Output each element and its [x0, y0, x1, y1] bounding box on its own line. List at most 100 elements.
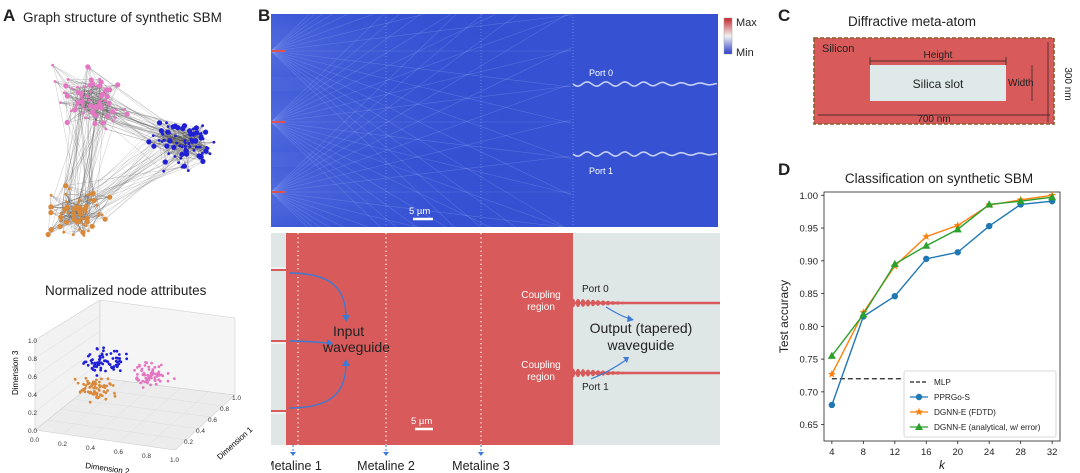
graph-edge [61, 110, 72, 217]
attributes-title: Normalized node attributes [45, 283, 207, 298]
graph-node [180, 125, 186, 132]
field-ray [271, 47, 572, 193]
graph-node [114, 116, 117, 120]
graph-edge [78, 194, 88, 203]
port1-label-top: Port 1 [589, 166, 613, 176]
graph-node [74, 204, 80, 210]
graph-edge [81, 66, 88, 94]
graph-node [76, 85, 79, 89]
panel-label-b: B [258, 6, 271, 25]
graph-node [91, 197, 97, 204]
field-ray [271, 14, 497, 123]
scatter-point [146, 377, 150, 381]
x-tick: 1.0 [170, 457, 179, 464]
graph-edge [51, 211, 65, 230]
graph-edge [168, 150, 187, 154]
y-ticks: 0.65 0.70 0.75 0.80 0.85 0.90 0.95 1.00 [800, 191, 824, 431]
graph-node [90, 190, 96, 196]
graph-node [57, 224, 63, 230]
x-tick-label: 16 [921, 447, 932, 458]
output-arrow-2 [590, 359, 627, 380]
graph-edge [81, 97, 100, 102]
graph-edge [87, 66, 186, 141]
graph-edge [153, 146, 203, 162]
graph-edge [50, 197, 110, 207]
graph-edge [172, 126, 179, 163]
data-point [859, 310, 868, 318]
field-ray [271, 14, 572, 52]
graph-node [88, 192, 92, 196]
graph-edge [67, 212, 74, 235]
graph-node [165, 129, 171, 135]
input-waveguides [271, 269, 286, 412]
graph-edge [162, 134, 203, 154]
field-ray [271, 14, 334, 52]
field-ray [271, 50, 481, 227]
scatter-point [151, 368, 155, 372]
y-tick-label: 0.75 [800, 355, 819, 366]
graph-edge [95, 114, 128, 124]
graph-edge [79, 100, 154, 147]
graph-node [203, 129, 209, 135]
graph-node [204, 148, 208, 152]
graph-edge [86, 215, 99, 226]
graph-edge [162, 126, 169, 135]
y-tick-label: 0.90 [800, 256, 819, 267]
graph-node [63, 183, 69, 189]
graph-node [72, 107, 78, 113]
data-point [954, 249, 961, 256]
scatter-point [101, 362, 105, 366]
data-point [827, 369, 836, 378]
graph-node [69, 109, 73, 113]
graph-node [78, 228, 81, 231]
graph-edge [96, 122, 104, 206]
x-tick-label: 32 [1047, 447, 1058, 458]
z-tick: 0.2 [28, 410, 37, 417]
graph-node [161, 133, 165, 136]
metaline-2-label: Metaline 2 [357, 459, 415, 473]
scatter-point [139, 381, 143, 385]
graph-edge [73, 128, 106, 235]
scatter-point [102, 346, 105, 350]
field-ray [271, 121, 564, 227]
data-point [827, 351, 836, 359]
graph-edge [83, 85, 98, 101]
colorbar-max: Max [736, 17, 757, 29]
graph-edge [67, 106, 95, 123]
port0-wave [572, 80, 718, 87]
graph-node [84, 116, 87, 120]
graph-node [162, 159, 168, 165]
colorbar: Max Min [723, 17, 757, 58]
graph-edge [60, 100, 90, 218]
graph-edge [162, 134, 187, 152]
series-layer [827, 191, 1057, 409]
scatter-point [118, 359, 121, 363]
scatter-point [99, 393, 102, 397]
graph-node [53, 80, 57, 83]
graph-edge [50, 206, 80, 230]
graph-edge [83, 113, 104, 123]
graph-node [71, 212, 77, 218]
scatter-point [95, 393, 99, 397]
y-tick-label: 0.80 [800, 322, 819, 333]
graph-node [162, 169, 166, 173]
graph-edge [77, 102, 195, 151]
graph-edge [83, 133, 163, 225]
z-tick: 0.6 [28, 374, 37, 381]
data-point [953, 225, 962, 233]
graph-edge [148, 141, 207, 152]
graph-node [96, 114, 99, 118]
graph-edge [161, 130, 187, 155]
sbm-graph [45, 63, 216, 238]
graph-edge [71, 84, 118, 89]
scatter-point [92, 393, 96, 396]
field-ray [271, 14, 519, 193]
metaline-1-label: Metaline 1 [271, 459, 322, 473]
graph-edge [94, 114, 186, 144]
graph-edge [74, 142, 177, 209]
graph-edge [52, 65, 67, 86]
scatter-point [140, 369, 144, 373]
graph-edge [101, 95, 113, 121]
graph-edge [94, 85, 98, 108]
port1-label-bottom: Port 1 [582, 382, 609, 393]
